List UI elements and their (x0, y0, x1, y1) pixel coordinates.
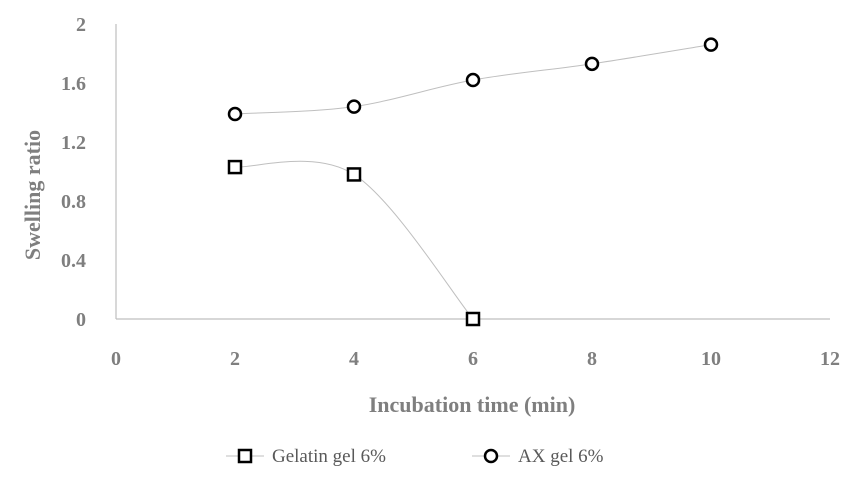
series-markers (227, 37, 719, 327)
y-tick-label: 2 (76, 14, 86, 36)
data-point-circle (346, 99, 362, 114)
y-axis-title: Swelling ratio (20, 130, 45, 260)
tick-labels: 0 2 4 6 8 10 12 0 0.4 0.8 1.2 1.6 2 (61, 14, 840, 370)
data-point-circle (703, 37, 719, 52)
y-tick-label: 0 (76, 309, 86, 331)
legend-label: Gelatin gel 6% (272, 446, 386, 467)
data-point-square (346, 167, 362, 182)
x-tick-label: 12 (820, 348, 840, 370)
series-line-1 (234, 160, 474, 320)
legend-label: AX gel 6% (518, 446, 604, 467)
legend-marker-circle (483, 448, 499, 464)
data-point-circle (584, 56, 600, 72)
y-tick-label: 0.4 (61, 250, 86, 272)
x-tick-label: 2 (230, 348, 240, 370)
x-tick-label: 10 (701, 348, 721, 370)
x-axis-title: Incubation time (min) (369, 392, 576, 417)
legend: Gelatin gel 6% AX gel 6% (226, 446, 604, 467)
x-tick-label: 6 (468, 348, 478, 370)
data-point-circle (465, 72, 481, 88)
x-tick-label: 8 (587, 348, 597, 370)
legend-marker-square (237, 448, 253, 464)
y-tick-label: 1.2 (61, 132, 86, 154)
y-tick-label: 0.8 (61, 191, 86, 213)
data-point-square (227, 159, 243, 175)
data-point-circle (227, 106, 243, 122)
y-tick-label: 1.6 (61, 73, 86, 95)
axes (115, 24, 830, 320)
x-tick-label: 4 (349, 348, 359, 370)
x-tick-label: 0 (111, 348, 121, 370)
data-point-square (465, 311, 481, 327)
